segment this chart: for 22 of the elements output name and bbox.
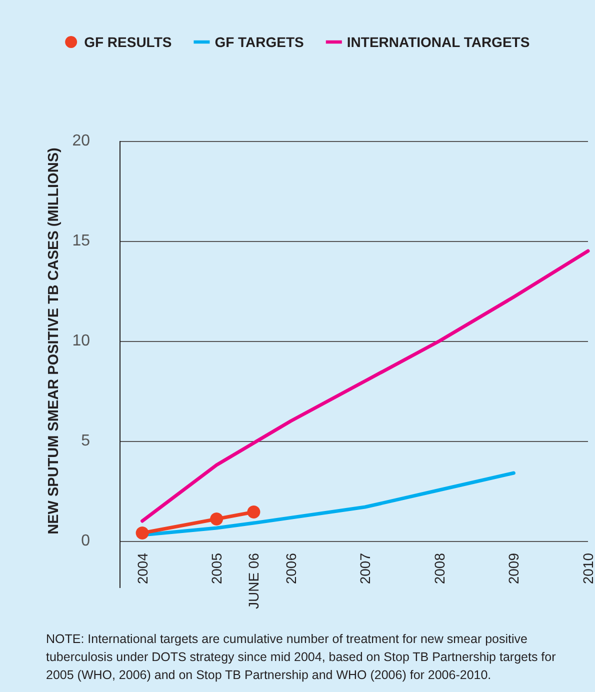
line-series	[140, 249, 590, 523]
x-tick-label: 2007	[357, 552, 374, 584]
point	[247, 506, 260, 518]
y-tick-label: 20	[72, 132, 90, 150]
x-tick-label: 2005	[208, 552, 225, 584]
y-tick-label: 5	[81, 432, 90, 450]
y-tick-label: 0	[81, 532, 90, 550]
x-tick-label: JUNE 06	[246, 552, 262, 610]
point	[136, 526, 149, 540]
x-tick-label: 2010	[580, 552, 595, 584]
x-tick-label: 2008	[431, 552, 448, 584]
x-tick-label: 2004	[134, 552, 150, 584]
legend-label: INTERNATIONAL TARGETS	[346, 34, 530, 50]
text: NOTE: International targets are cumulative number of treatment for new smear positive tuberculosis under DOTS strategy since mid 2004, based on Stop TB Partnership targets for 2005 (WHO, 2006) and on Stop TB Partnership and WHO (2006) for 2006-2010.	[46, 632, 560, 682]
x-tick-label: 2006	[282, 552, 299, 584]
y-tick-label: 10	[72, 332, 90, 350]
point	[210, 512, 224, 526]
x-tick-label: 2009	[506, 552, 522, 584]
y-tick-label: 15	[72, 232, 90, 250]
legend-label: GF TARGETS	[214, 34, 304, 50]
legend-label: GF RESULTS	[84, 34, 172, 50]
y-axis-title: NEW SPUTUM SMEAR POSITIVE TB CASES (MILLIONS)	[46, 147, 62, 534]
